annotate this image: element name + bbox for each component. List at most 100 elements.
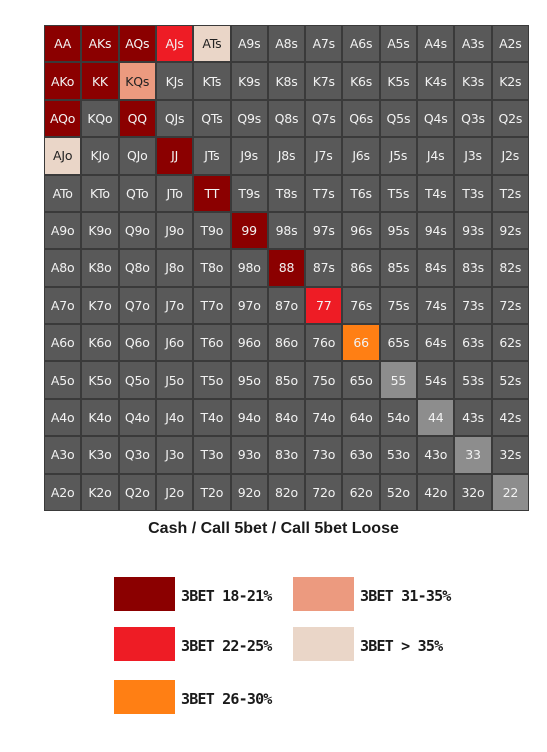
hand-cell-Q2s: Q2s	[491, 99, 529, 138]
hand-cell-J3o: J3o	[155, 436, 194, 474]
hand-cell-65s: 65s	[379, 324, 418, 362]
hand-cell-K4o: K4o	[81, 398, 119, 437]
hand-cell-82o: 82o	[267, 473, 306, 511]
hand-cell-43o: 43o	[417, 436, 455, 474]
hand-cell-KQo: KQo	[81, 99, 119, 138]
hand-cell-Q5s: Q5s	[379, 99, 418, 138]
hand-cell-Q7o: Q7o	[118, 286, 156, 325]
hand-cell-74s: 74s	[417, 286, 455, 325]
hand-cell-Q8o: Q8o	[118, 249, 156, 287]
hand-cell-T9o: T9o	[193, 211, 231, 250]
hand-cell-72s: 72s	[491, 286, 529, 325]
hand-cell-AA: AA	[44, 25, 82, 63]
hand-cell-44: 44	[417, 398, 455, 437]
hand-cell-J5s: J5s	[379, 137, 418, 175]
hand-cell-KK: KK	[81, 62, 119, 100]
hand-cell-63s: 63s	[454, 324, 492, 362]
hand-cell-97s: 97s	[305, 211, 343, 250]
hand-cell-J3s: J3s	[454, 137, 492, 175]
hand-cell-QQ: QQ	[118, 99, 156, 138]
hand-cell-A7o: A7o	[44, 286, 82, 325]
hand-cell-93s: 93s	[454, 211, 492, 250]
hand-cell-A4o: A4o	[44, 398, 82, 437]
hand-cell-AKs: AKs	[81, 25, 119, 63]
hand-cell-K8o: K8o	[81, 249, 119, 287]
hand-cell-84s: 84s	[417, 249, 455, 287]
hand-cell-AKo: AKo	[44, 62, 82, 100]
hand-cell-75s: 75s	[379, 286, 418, 325]
legend-label-3bet-31-35: 3BET 31-35%	[360, 587, 451, 605]
hand-cell-A9o: A9o	[44, 211, 82, 250]
hand-cell-62o: 62o	[342, 473, 380, 511]
hand-cell-ATo: ATo	[44, 174, 82, 212]
hand-cell-A5s: A5s	[379, 25, 418, 63]
hand-cell-JTs: JTs	[193, 137, 231, 175]
hand-cell-K6o: K6o	[81, 324, 119, 362]
legend-swatch-3bet-18-21	[114, 577, 175, 611]
hand-cell-A3o: A3o	[44, 436, 82, 474]
hand-cell-T8o: T8o	[193, 249, 231, 287]
hand-cell-33: 33	[454, 436, 492, 474]
hand-cell-T3s: T3s	[454, 174, 492, 212]
hand-cell-98s: 98s	[267, 211, 306, 250]
hand-cell-22: 22	[491, 473, 529, 511]
hand-cell-A2s: A2s	[491, 25, 529, 63]
hand-cell-KQs: KQs	[118, 62, 156, 100]
hand-cell-K9o: K9o	[81, 211, 119, 250]
hand-cell-T9s: T9s	[230, 174, 268, 212]
legend-swatch-3bet-31-35	[293, 577, 354, 611]
hand-cell-A9s: A9s	[230, 25, 268, 63]
hand-cell-72o: 72o	[305, 473, 343, 511]
hand-cell-K6s: K6s	[342, 62, 380, 100]
hand-cell-Q6o: Q6o	[118, 324, 156, 362]
hand-cell-T7s: T7s	[305, 174, 343, 212]
hand-cell-T4s: T4s	[417, 174, 455, 212]
hand-cell-76s: 76s	[342, 286, 380, 325]
hand-cell-A8o: A8o	[44, 249, 82, 287]
hand-cell-52s: 52s	[491, 361, 529, 399]
legend-label-3bet-22-25: 3BET 22-25%	[181, 637, 272, 655]
hand-cell-83o: 83o	[267, 436, 306, 474]
hand-cell-75o: 75o	[305, 361, 343, 399]
hand-cell-A8s: A8s	[267, 25, 306, 63]
hand-cell-42o: 42o	[417, 473, 455, 511]
hand-cell-Q7s: Q7s	[305, 99, 343, 138]
hand-cell-J7o: J7o	[155, 286, 194, 325]
hand-cell-Q3s: Q3s	[454, 99, 492, 138]
hand-cell-42s: 42s	[491, 398, 529, 437]
hand-cell-Q9s: Q9s	[230, 99, 268, 138]
hand-cell-Q3o: Q3o	[118, 436, 156, 474]
hand-range-grid: AA AKs AQs AJs ATs A9s A8s A7s A6s A5s A4s A3s A2s AK…	[44, 25, 529, 511]
legend-label-3bet-26-30: 3BET 26-30%	[181, 690, 272, 708]
hand-cell-83s: 83s	[454, 249, 492, 287]
hand-cell-AJs: AJs	[155, 25, 194, 63]
hand-cell-KJo: KJo	[81, 137, 119, 175]
hand-cell-Q6s: Q6s	[342, 99, 380, 138]
hand-cell-98o: 98o	[230, 249, 268, 287]
hand-cell-KTs: KTs	[193, 62, 231, 100]
hand-cell-76o: 76o	[305, 324, 343, 362]
hand-cell-T2s: T2s	[491, 174, 529, 212]
hand-cell-K7s: K7s	[305, 62, 343, 100]
hand-cell-74o: 74o	[305, 398, 343, 437]
hand-cell-J6s: J6s	[342, 137, 380, 175]
hand-cell-J2s: J2s	[491, 137, 529, 175]
hand-cell-64o: 64o	[342, 398, 380, 437]
hand-cell-86s: 86s	[342, 249, 380, 287]
chart-title: Cash / Call 5bet / Call 5bet Loose	[148, 520, 399, 537]
hand-cell-J9o: J9o	[155, 211, 194, 250]
hand-cell-63o: 63o	[342, 436, 380, 474]
hand-cell-T5o: T5o	[193, 361, 231, 399]
hand-cell-32s: 32s	[491, 436, 529, 474]
hand-cell-K5o: K5o	[81, 361, 119, 399]
hand-cell-95s: 95s	[379, 211, 418, 250]
hand-cell-64s: 64s	[417, 324, 455, 362]
hand-cell-A3s: A3s	[454, 25, 492, 63]
hand-cell-94s: 94s	[417, 211, 455, 250]
hand-cell-87s: 87s	[305, 249, 343, 287]
hand-cell-K5s: K5s	[379, 62, 418, 100]
hand-cell-K3s: K3s	[454, 62, 492, 100]
hand-cell-QJs: QJs	[155, 99, 194, 138]
hand-cell-32o: 32o	[454, 473, 492, 511]
hand-cell-A7s: A7s	[305, 25, 343, 63]
